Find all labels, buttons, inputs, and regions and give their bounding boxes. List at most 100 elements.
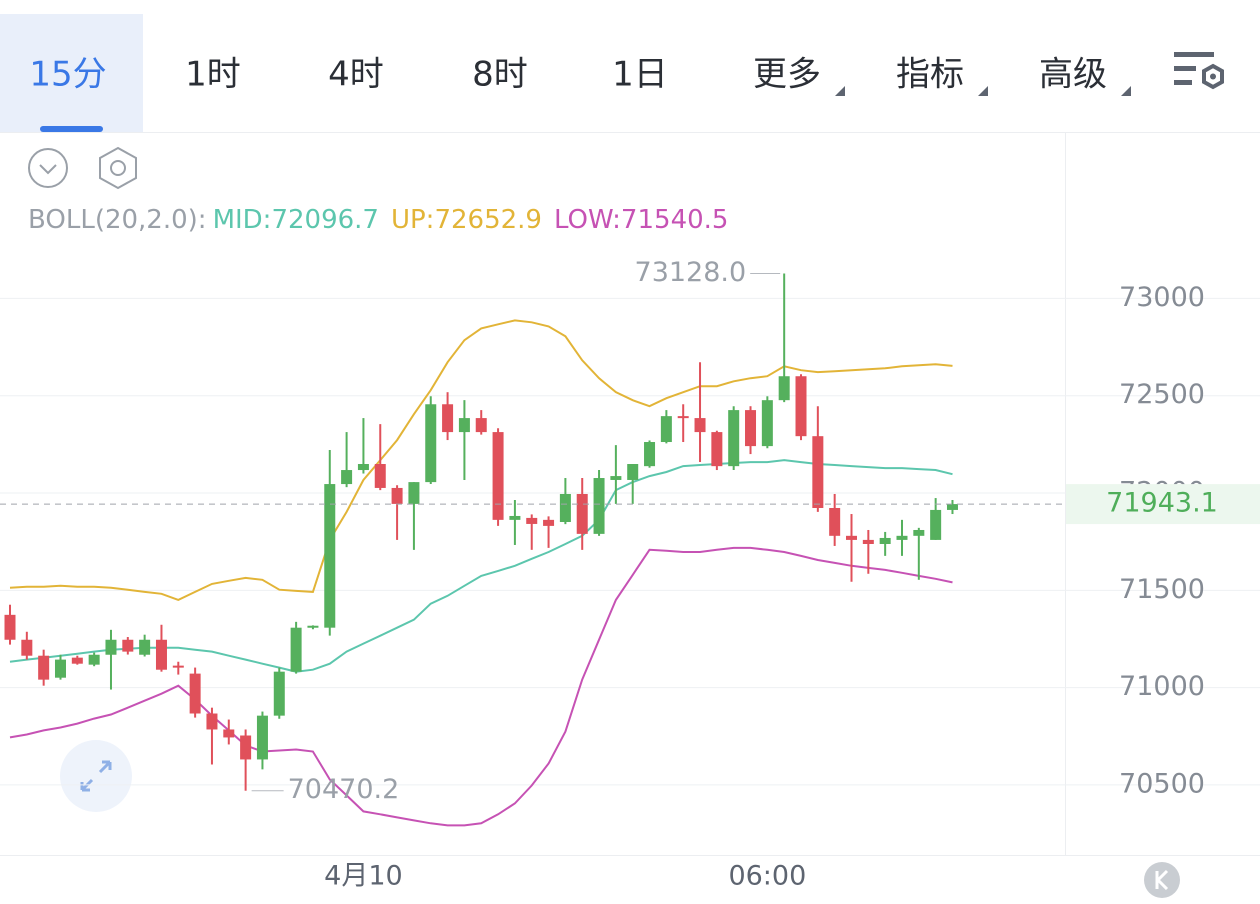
- candle-body: [778, 376, 790, 401]
- candle-body: [458, 418, 470, 433]
- icon-dot: [1210, 73, 1216, 80]
- candle-body: [357, 464, 369, 471]
- candle-body: [324, 484, 336, 628]
- tab[interactable]: 更多: [753, 55, 821, 95]
- candle-body: [273, 671, 285, 716]
- dropdown-caret: [1121, 86, 1131, 96]
- active-tab-bg: [0, 14, 143, 132]
- candle-body: [913, 529, 925, 536]
- icon-circle: [28, 148, 68, 188]
- y-tick-label: 71000: [1119, 671, 1205, 702]
- candle-body: [812, 436, 824, 508]
- candle-body: [189, 673, 201, 714]
- y-tick-label: 72500: [1119, 379, 1205, 410]
- settings-icon[interactable]: [1174, 52, 1224, 90]
- button-bg: [1144, 862, 1180, 898]
- candle-body: [391, 487, 403, 504]
- candle-body: [172, 665, 184, 668]
- candle-body: [206, 713, 218, 730]
- candle-body: [223, 729, 235, 738]
- fullscreen-button[interactable]: [60, 740, 132, 812]
- x-tick-label: 4月10: [324, 861, 403, 892]
- candle-body: [307, 625, 319, 628]
- candle-body: [122, 639, 134, 652]
- candle-body: [543, 519, 555, 526]
- candle-body: [139, 639, 151, 655]
- boll-line: [9, 459, 953, 673]
- icon-dot: [110, 160, 126, 176]
- candle-body: [644, 442, 656, 467]
- candle-body: [930, 509, 942, 540]
- button-bg: [60, 740, 132, 812]
- tab[interactable]: 15分: [29, 55, 106, 95]
- y-tick-label: 73000: [1119, 282, 1205, 313]
- dropdown-caret: [835, 86, 845, 96]
- icon-hex: [1202, 63, 1224, 90]
- candle-body: [509, 515, 521, 520]
- candle-body: [745, 410, 757, 447]
- candle-body: [240, 735, 252, 760]
- candle-body: [761, 400, 773, 447]
- candle-body: [54, 659, 66, 678]
- icon-hex: [99, 146, 137, 190]
- candle-body: [475, 418, 487, 433]
- candle-body: [576, 493, 588, 534]
- candle-body: [408, 482, 420, 504]
- legend-entry: LOW:71540.5: [554, 205, 728, 235]
- candle-body: [896, 535, 908, 540]
- candle-body: [442, 404, 454, 433]
- indicator-legend: BOLL(20,2.0): MID:72096.7 UP:72652.9 LOW:71…: [28, 205, 728, 235]
- candle-body: [846, 535, 857, 540]
- candle-body: [526, 517, 538, 524]
- candle-body: [492, 432, 504, 520]
- candle-body: [627, 464, 639, 480]
- candle-body: [155, 639, 167, 670]
- candle-body: [290, 627, 302, 672]
- tab[interactable]: 4时: [328, 55, 384, 95]
- candle-body: [694, 418, 706, 433]
- dropdown-caret: [978, 86, 988, 96]
- active-tab-indicator: [40, 126, 103, 132]
- candle-body: [559, 493, 571, 523]
- tab[interactable]: 1日: [612, 55, 668, 95]
- candle-body: [728, 410, 740, 467]
- collapse-button[interactable]: [28, 148, 68, 188]
- tab[interactable]: 8时: [472, 55, 528, 95]
- boll-line: [9, 546, 953, 827]
- candle-body: [21, 639, 33, 656]
- max-annotation: 73128.0: [635, 257, 747, 288]
- candle-body: [88, 654, 100, 665]
- candle-body: [829, 507, 841, 536]
- candle-body: [795, 376, 807, 437]
- candle-body: [71, 657, 83, 664]
- legend-entry: MID:72096.7: [213, 205, 379, 235]
- candle-body: [711, 432, 723, 467]
- min-annotation: 70470.2: [288, 774, 400, 805]
- candle-body: [879, 537, 891, 544]
- boll-line: [9, 319, 953, 601]
- tab[interactable]: 高级: [1039, 55, 1107, 95]
- tab[interactable]: 指标: [896, 55, 964, 95]
- candle-body: [105, 639, 117, 655]
- indicator-name: BOLL(20,2.0):: [28, 205, 207, 235]
- candle-body: [677, 416, 689, 419]
- legend-entry: UP:72652.9: [391, 205, 542, 235]
- candle-body: [425, 404, 437, 483]
- indicator-settings[interactable]: [99, 146, 137, 190]
- candle-body: [374, 464, 386, 488]
- last-price-box: [1066, 484, 1260, 525]
- candle-body: [862, 539, 874, 544]
- candle-body: [341, 470, 353, 485]
- candle-body: [946, 504, 958, 510]
- kline-button[interactable]: [1144, 862, 1180, 898]
- x-tick-label: 06:00: [728, 861, 806, 892]
- tab[interactable]: 1时: [185, 55, 241, 95]
- k-icon: [1155, 869, 1169, 891]
- candle-body: [4, 614, 16, 640]
- y-tick-label: 71500: [1119, 574, 1205, 605]
- icon-bar: [1174, 52, 1214, 57]
- icon-bar: [1174, 66, 1196, 71]
- candle-body: [610, 476, 622, 480]
